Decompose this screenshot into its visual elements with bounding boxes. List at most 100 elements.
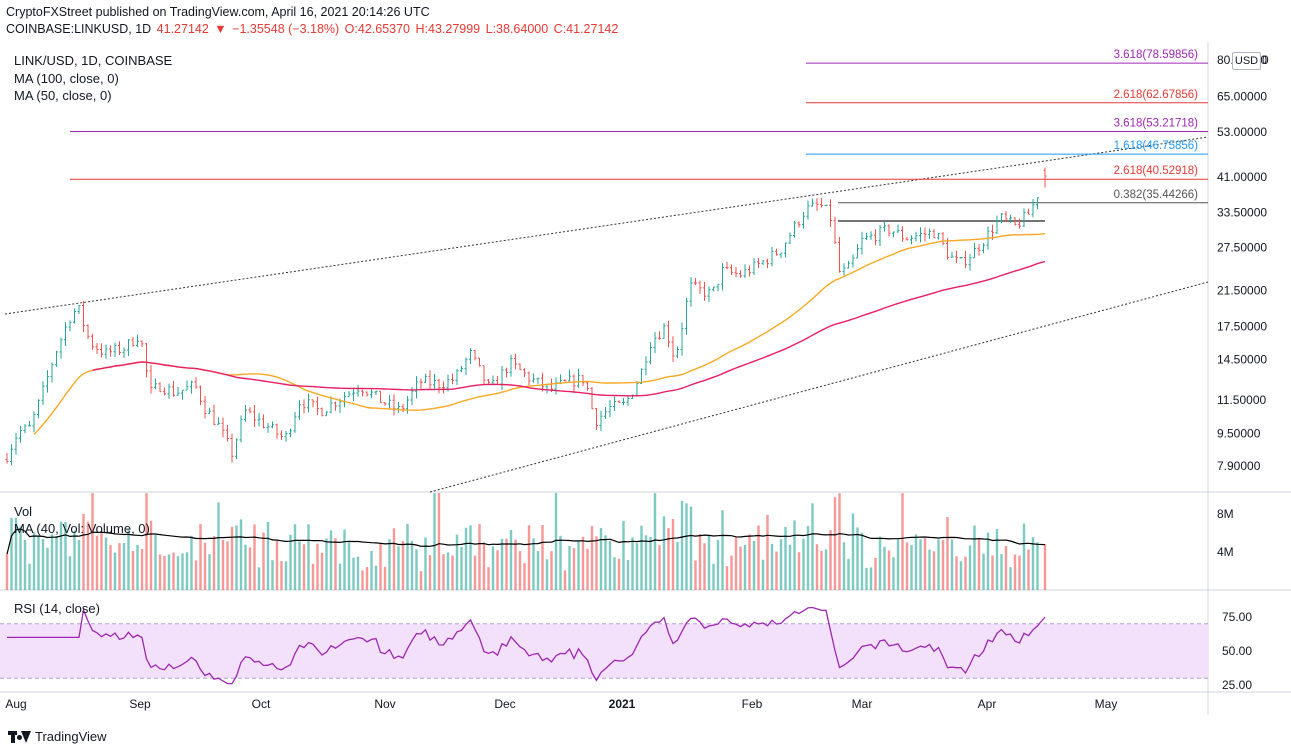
ma100-line bbox=[92, 260, 1046, 397]
volume-bar bbox=[73, 530, 76, 590]
volume-bar bbox=[973, 525, 976, 590]
down-triangle-icon: ▼ bbox=[214, 22, 227, 36]
rsi-tick-label: 25.00 bbox=[1222, 678, 1252, 692]
volume-bar bbox=[590, 526, 594, 590]
volume-bar bbox=[595, 536, 598, 590]
volume-bar bbox=[338, 563, 342, 590]
volume-tick-label: 8M bbox=[1217, 507, 1234, 521]
volume-bar bbox=[685, 503, 688, 590]
volume-bar bbox=[658, 545, 661, 590]
fib-label: 1.618(46.75856) bbox=[1114, 140, 1199, 152]
volume-bar bbox=[239, 519, 243, 590]
volume-bar bbox=[806, 526, 810, 590]
volume-bar bbox=[1043, 543, 1047, 590]
volume-bar bbox=[91, 493, 94, 590]
volume-bar bbox=[725, 566, 729, 590]
volume-bar bbox=[856, 527, 859, 590]
volume-bar bbox=[415, 549, 418, 590]
volume-bar bbox=[919, 539, 922, 590]
volume-bar bbox=[797, 552, 801, 590]
volume-bar bbox=[838, 493, 841, 590]
volume-bar bbox=[887, 550, 891, 590]
volume-bar bbox=[482, 542, 486, 590]
volume-bar bbox=[194, 560, 198, 590]
volume-bar bbox=[181, 553, 184, 590]
open-value: O:42.65370 bbox=[344, 22, 411, 36]
volume-bar bbox=[901, 493, 904, 590]
rsi-pane bbox=[0, 606, 1208, 685]
volume-bar bbox=[896, 539, 900, 590]
time-tick-label: Dec bbox=[494, 697, 515, 711]
volume-bar bbox=[311, 563, 315, 590]
volume-bar bbox=[401, 541, 405, 590]
volume-bar bbox=[235, 525, 238, 590]
volume-bar bbox=[721, 510, 724, 590]
close-value: C:41.27142 bbox=[553, 22, 619, 36]
volume-bar bbox=[10, 517, 13, 590]
volume-bar bbox=[824, 549, 828, 590]
volume-bar bbox=[428, 555, 432, 590]
volume-bar bbox=[437, 493, 441, 590]
volume-bar bbox=[608, 541, 612, 590]
volume-bar bbox=[577, 541, 580, 590]
volume-bar bbox=[86, 521, 90, 590]
volume-bar bbox=[905, 542, 909, 590]
volume-bar bbox=[977, 539, 981, 590]
volume-bar bbox=[671, 518, 675, 590]
volume-bar bbox=[14, 517, 18, 590]
volume-bar bbox=[811, 503, 814, 590]
volume-bar bbox=[739, 546, 742, 590]
volume-bar bbox=[698, 534, 702, 590]
volume-bar bbox=[1013, 554, 1017, 590]
volume-bar bbox=[334, 538, 337, 590]
volume-bar bbox=[473, 555, 477, 590]
volume-bar bbox=[1018, 555, 1021, 590]
volume-bar bbox=[374, 565, 378, 590]
price-axis-suffix: 0 bbox=[1262, 53, 1269, 67]
volume-bar bbox=[676, 541, 679, 590]
volume-bar bbox=[644, 535, 648, 590]
fib-label: 2.618(40.52918) bbox=[1114, 165, 1199, 177]
volume-bar bbox=[1031, 537, 1035, 590]
volume-bar bbox=[176, 556, 180, 590]
volume-bar bbox=[1036, 542, 1039, 590]
volume-bar bbox=[586, 548, 589, 590]
volume-bar bbox=[640, 525, 643, 590]
volume-bar bbox=[496, 550, 499, 590]
volume-bar bbox=[464, 527, 468, 590]
volume-bar bbox=[109, 545, 112, 590]
volume-bar bbox=[23, 539, 27, 590]
volume-bar bbox=[545, 559, 549, 590]
volume-bar bbox=[41, 538, 45, 590]
volume-bar bbox=[883, 546, 886, 590]
time-tick-label: 2021 bbox=[609, 697, 636, 711]
volume-bar bbox=[878, 536, 882, 590]
volume-bar bbox=[730, 555, 733, 590]
symbol-label: COINBASE:LINKUSD, 1D bbox=[6, 22, 152, 36]
volume-bar bbox=[320, 552, 324, 590]
low-value: L:38.64000 bbox=[485, 22, 549, 36]
volume-bar bbox=[325, 538, 328, 590]
volume-bar bbox=[253, 524, 256, 590]
price-tick-label: 9.50000 bbox=[1217, 427, 1261, 441]
volume-bar bbox=[986, 532, 990, 590]
fib-levels: 3.618(78.59856) 2.618(62.67856) 3.618(53.2… bbox=[70, 49, 1208, 204]
volume-bar bbox=[991, 555, 994, 590]
volume-bar bbox=[707, 535, 711, 590]
volume-bar bbox=[770, 543, 774, 590]
volume-bar bbox=[298, 541, 301, 590]
chart-header: CryptoFXStreet published on TradingView.… bbox=[6, 4, 620, 38]
time-tick-label: Aug bbox=[5, 697, 26, 711]
currency-button[interactable]: USD bbox=[1232, 52, 1261, 70]
price-tick-label: 17.50000 bbox=[1217, 320, 1267, 334]
volume-bar bbox=[446, 552, 450, 590]
footer-brand: TradingView bbox=[35, 729, 107, 744]
chart-legend: LINK/USD, 1D, COINBASE MA (100, close, 0… bbox=[14, 52, 172, 105]
volume-bar bbox=[248, 547, 252, 590]
volume-bar bbox=[982, 553, 985, 590]
volume-bar bbox=[694, 560, 697, 590]
volume-bar bbox=[329, 530, 333, 590]
volume-bar bbox=[230, 526, 234, 590]
fib-label: 0.382(35.44266) bbox=[1114, 189, 1199, 201]
